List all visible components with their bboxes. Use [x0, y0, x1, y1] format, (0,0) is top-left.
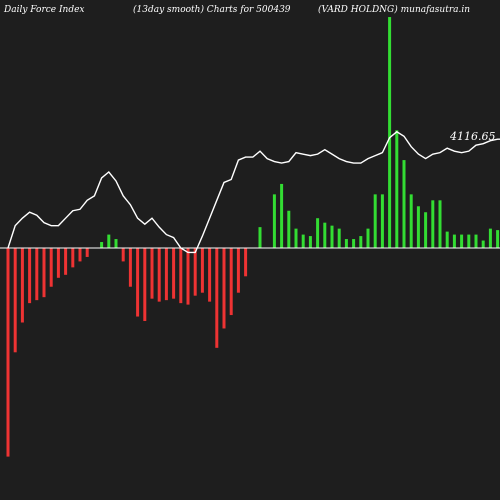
force-bar [35, 248, 39, 301]
force-bar [337, 228, 341, 248]
force-bar [13, 248, 17, 353]
force-bar [200, 248, 204, 293]
force-bar [402, 160, 406, 248]
chart-header-left: Daily Force Index [3, 5, 85, 15]
force-bar [6, 248, 10, 457]
force-bar [424, 212, 428, 248]
chart-header-center: (13day smooth) Charts for 500439 [133, 4, 291, 15]
force-bar [28, 248, 32, 304]
force-bar [78, 248, 82, 262]
force-bar [395, 130, 399, 248]
force-bar [460, 234, 464, 248]
force-bar [186, 248, 190, 305]
force-bar [488, 228, 492, 248]
force-bar [49, 248, 53, 287]
force-bar [208, 248, 212, 302]
force-bar [287, 210, 291, 248]
bars-layer [6, 17, 500, 457]
force-bar [71, 248, 75, 268]
force-bar [56, 248, 60, 278]
force-bar [258, 227, 262, 248]
force-bar [467, 234, 471, 248]
force-bar [388, 17, 392, 248]
force-bar [157, 248, 161, 302]
force-bar [352, 239, 356, 248]
force-bar [164, 248, 168, 301]
force-bar [193, 248, 197, 296]
force-bar [114, 239, 118, 248]
force-bar [229, 248, 233, 316]
force-bar [380, 194, 384, 248]
force-bar [359, 236, 363, 248]
force-bar [301, 234, 305, 248]
force-bar [42, 248, 46, 298]
force-bar [150, 248, 154, 299]
force-bar [481, 240, 485, 248]
force-bar [107, 234, 111, 248]
force-bar [236, 248, 240, 293]
force-bar [431, 200, 435, 248]
force-bar [20, 248, 24, 323]
force-bar [64, 248, 68, 275]
force-bar [128, 248, 132, 287]
force-bar [316, 218, 320, 248]
force-bar [121, 248, 125, 262]
force-bar [85, 248, 89, 257]
force-bar [452, 234, 456, 248]
force-bar [172, 248, 176, 299]
force-bar [215, 248, 219, 348]
force-bar [308, 236, 312, 248]
smooth-line [7, 130, 500, 254]
chart-header-right: (VARD HOLDNG) munafasutra.in [318, 4, 470, 15]
force-bar [474, 234, 478, 248]
force-bar [222, 248, 226, 329]
force-bar [100, 242, 104, 248]
force-bar [323, 222, 327, 248]
force-bar [344, 239, 348, 248]
force-bar [373, 194, 377, 248]
force-bar [366, 228, 370, 248]
last-value-label: 4116.65 [449, 130, 496, 143]
force-bar [272, 194, 276, 248]
force-bar [280, 183, 284, 248]
force-bar [136, 248, 140, 317]
force-bar [294, 228, 298, 248]
force-bar [438, 200, 442, 248]
force-bar [244, 248, 248, 277]
force-bar [179, 248, 183, 304]
force-bar [496, 230, 500, 248]
force-bar [416, 206, 420, 248]
force-bar [143, 248, 147, 322]
force-bar [330, 225, 334, 248]
force-bar [409, 194, 413, 248]
force-bar [445, 231, 449, 248]
